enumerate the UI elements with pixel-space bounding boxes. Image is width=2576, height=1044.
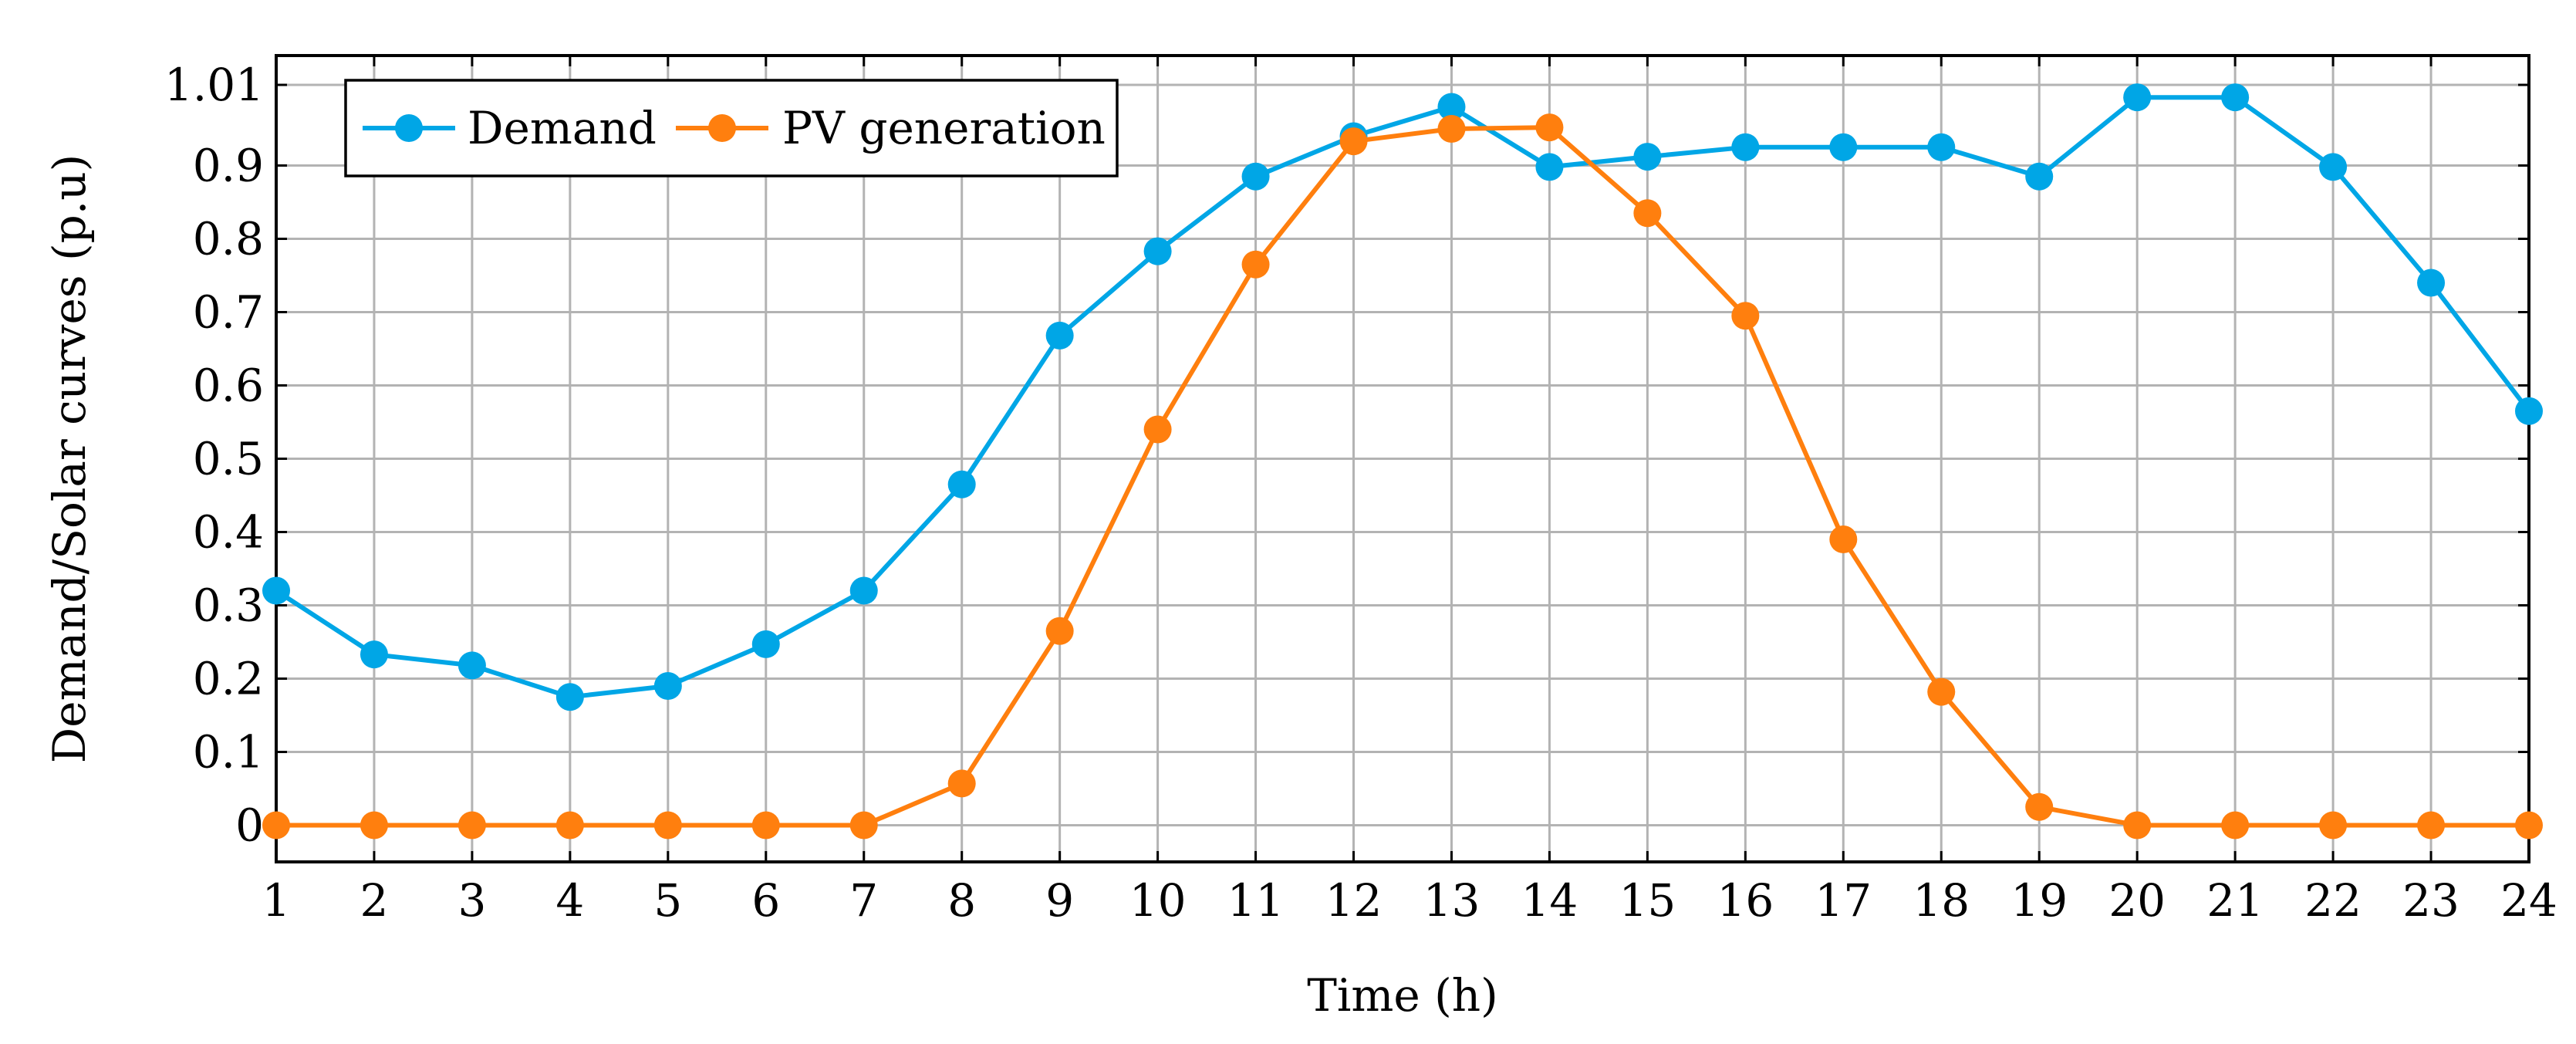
pv-generation-point <box>360 811 388 840</box>
demand-point <box>2025 162 2054 191</box>
legend-box <box>344 79 1119 177</box>
demand-point <box>2417 269 2446 297</box>
x-tick-label: 17 <box>1815 874 1872 927</box>
x-tick-label: 11 <box>1227 874 1285 927</box>
x-tick-label: 22 <box>2304 874 2362 927</box>
series-demand <box>262 83 2543 711</box>
pv-generation-point <box>1535 113 1564 142</box>
y-tick-label: 0.1 <box>193 726 264 779</box>
x-tick-label: 12 <box>1325 874 1383 927</box>
demand-point <box>1633 143 1662 171</box>
pv-generation-point <box>1045 617 1074 645</box>
pv-generation-point <box>751 811 780 840</box>
pv-generation-point <box>2123 811 2152 840</box>
pv-generation-point <box>2417 811 2446 840</box>
x-tick-label: 9 <box>1045 874 1074 927</box>
x-tick-label: 20 <box>2108 874 2166 927</box>
x-axis-ticks: 1 2 3 4 5 6 7 8 9 10 11 12 13 14 15 16 17 18 19 20 21 22 23 24 <box>262 56 2557 927</box>
demand-point <box>1535 153 1564 181</box>
x-tick-label: 4 <box>555 874 584 927</box>
y-tick-label: 0.9 <box>193 140 264 192</box>
legend-pv-generation-marker <box>708 114 736 142</box>
pv-generation-point <box>1731 302 1760 330</box>
x-tick-label: 16 <box>1717 874 1774 927</box>
y-axis-title: Demand/Solar curves (p.u) <box>43 154 96 763</box>
y-axis-ticks: 0 0.1 0.2 0.3 0.4 0.5 0.6 0.7 0.8 0.9 1.01 <box>164 59 2529 852</box>
series-pv-generation <box>262 113 2543 840</box>
demand-point <box>751 630 780 658</box>
demand-point <box>360 640 388 669</box>
pv-generation-line <box>276 125 2529 828</box>
pv-generation-point <box>1633 199 1662 228</box>
pv-generation-point <box>1241 250 1270 279</box>
demand-point <box>947 470 976 498</box>
y-tick-label: 0.4 <box>193 506 264 559</box>
x-tick-label: 10 <box>1129 874 1187 927</box>
pv-generation-point <box>1339 127 1368 156</box>
x-tick-label: 2 <box>360 874 389 927</box>
x-tick-label: 15 <box>1619 874 1676 927</box>
x-axis-title: Time (h) <box>1307 969 1498 1022</box>
x-tick-label: 21 <box>2206 874 2264 927</box>
pv-generation-point <box>947 769 976 798</box>
pv-generation-point <box>2025 792 2054 821</box>
demand-point <box>1143 237 1172 265</box>
pv-generation-point <box>2221 811 2250 840</box>
y-tick-label: 1.01 <box>164 59 264 111</box>
demand-point <box>2221 83 2250 112</box>
pv-generation-point <box>1927 677 1956 706</box>
y-tick-label: 0.3 <box>193 579 264 632</box>
demand-point <box>262 576 290 605</box>
legend-demand-marker <box>395 114 423 142</box>
demand-point <box>1045 321 1074 350</box>
x-tick-label: 13 <box>1423 874 1480 927</box>
x-tick-label: 5 <box>653 874 682 927</box>
x-tick-label: 3 <box>457 874 486 927</box>
y-tick-label: 0.2 <box>193 653 264 705</box>
demand-point <box>653 672 682 700</box>
x-tick-label: 6 <box>751 874 780 927</box>
x-tick-label: 14 <box>1521 874 1578 927</box>
y-tick-label: 0.5 <box>193 433 264 485</box>
demand-point <box>1927 133 1956 161</box>
legend-pv-generation-label: PV generation <box>782 102 1106 154</box>
y-tick-label: 0 <box>235 799 264 852</box>
y-tick-label: 0.8 <box>193 213 264 265</box>
demand-line <box>275 95 2531 700</box>
pv-generation-point <box>262 811 290 840</box>
pv-generation-point <box>1143 415 1172 444</box>
demand-point <box>849 576 878 605</box>
x-tick-label: 19 <box>2010 874 2068 927</box>
legend: Demand PV generation <box>344 79 1119 177</box>
demand-point <box>457 651 486 680</box>
pv-generation-point <box>457 811 486 840</box>
pv-generation-point <box>849 811 878 840</box>
pv-generation-point <box>653 811 682 840</box>
x-tick-label: 23 <box>2402 874 2460 927</box>
demand-point <box>1241 162 1270 191</box>
pv-generation-point <box>555 811 584 840</box>
x-tick-label: 18 <box>1913 874 1970 927</box>
series-layer <box>262 83 2543 840</box>
x-tick-label: 8 <box>947 874 976 927</box>
demand-point <box>1829 133 1858 161</box>
demand-point <box>2123 83 2152 112</box>
pv-generation-point <box>1829 525 1858 553</box>
demand-point <box>1437 93 1466 121</box>
grid <box>275 56 2530 862</box>
y-tick-label: 0.6 <box>193 360 264 412</box>
demand-point <box>2319 153 2348 181</box>
x-tick-label: 24 <box>2500 874 2557 927</box>
legend-demand-label: Demand <box>468 102 657 154</box>
demand-point <box>2515 397 2543 425</box>
demand-point <box>1731 133 1760 161</box>
pv-generation-point <box>1437 115 1466 143</box>
x-tick-label: 1 <box>262 874 291 927</box>
pv-generation-point <box>2515 811 2543 840</box>
x-tick-label: 7 <box>849 874 878 927</box>
y-tick-label: 0.7 <box>193 286 264 339</box>
demand-point <box>555 683 584 711</box>
pv-generation-point <box>2319 811 2348 840</box>
